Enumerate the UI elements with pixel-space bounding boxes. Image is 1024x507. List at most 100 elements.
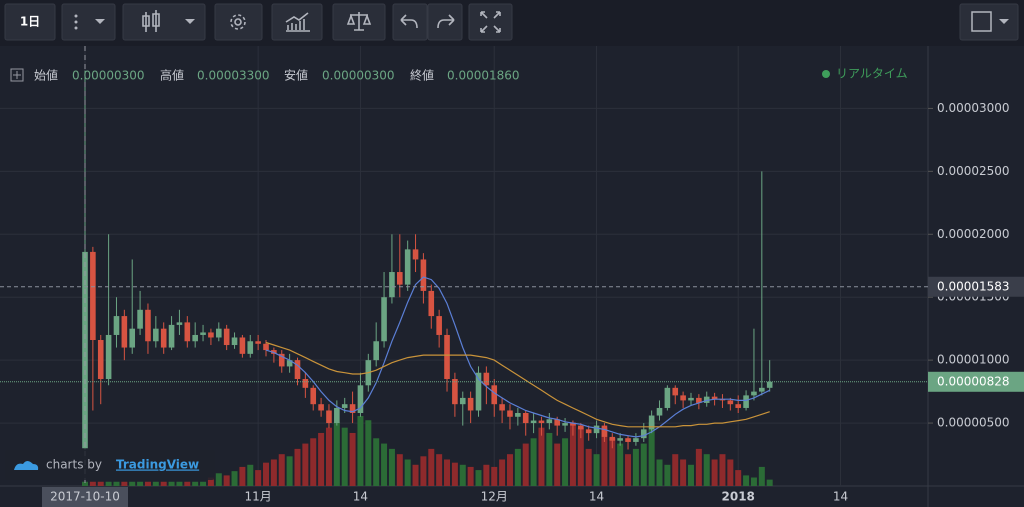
volume-bar [711,459,718,486]
price-label-box [928,371,1024,392]
price-label-box [928,276,1024,297]
volume-bar [223,475,230,486]
volume-bar [609,438,616,486]
candle-body [554,419,560,426]
undo-button[interactable] [392,3,428,41]
volume-bar [278,454,285,486]
volume-bar [743,475,750,486]
volume-bar [451,462,458,486]
volume-bar [569,422,576,486]
candle-body [192,334,198,342]
x-tick-label: 14 [353,490,368,504]
axes: 0.000030000.000025000.000020000.00001500… [42,101,1024,507]
volume-bar [625,454,632,486]
icon [346,12,372,31]
volume-bar [333,422,340,486]
candles [82,70,773,450]
candle-body [184,322,191,342]
branding[interactable]: charts by TradingView [5,450,215,480]
candle-body [680,395,686,401]
candle-body [735,404,742,408]
candle-body [609,436,616,441]
x-tick-label: 14 [589,490,604,504]
legend-label: 始値 [34,68,58,83]
interval-button[interactable] [4,3,56,41]
volume-bar [200,481,207,486]
x-tick-label: 12月 [481,490,508,504]
candle-body [562,423,568,426]
candle-body [263,343,269,351]
volume-bar [467,466,474,486]
candle-body [703,396,710,403]
volume-bar [365,420,372,486]
volume-bar [270,459,277,486]
volume-bar [349,432,356,486]
volume-bar [459,464,466,486]
interval-menu[interactable] [61,3,116,41]
settings-button[interactable] [214,3,263,41]
legend-value: 0.00001860 [447,69,520,83]
volume-bar [727,459,734,486]
volume-bar [766,479,773,486]
candle-body [672,387,679,396]
x-tick-label: 14 [833,490,848,504]
volume-bar [137,481,144,486]
candle-body [294,360,301,380]
candle-body [483,372,490,386]
candle-body [255,341,261,344]
y-tick-label: 0.00001000 [937,353,1010,367]
candle-body [444,334,450,380]
redo-button[interactable] [427,3,463,41]
icon [480,11,501,33]
candle-body [121,316,128,348]
volume-bar [735,470,742,486]
legend-label: 終値 [410,68,434,83]
chart-type-button[interactable] [122,3,206,41]
layout-button[interactable] [959,3,1019,41]
candle-body [341,404,348,408]
branding-link[interactable]: TradingView [116,458,199,472]
candle-body [459,397,466,405]
candle-body [570,423,576,426]
volume-bar [483,464,490,486]
candle-body [428,290,435,317]
candle-body [271,350,277,354]
fullscreen-button[interactable] [468,3,513,41]
volume-bar [554,443,561,486]
branding-box[interactable] [5,450,215,480]
x-tick-label: 11月 [244,490,271,504]
candle-body [491,385,498,405]
volume-bar [192,481,199,486]
candle-body [168,324,175,348]
volume-bar [546,432,553,486]
icon [971,11,992,32]
candle-body [326,410,332,424]
candle-body [499,404,505,411]
candle-body [247,341,254,354]
candle-body [318,404,324,411]
volume-bar [144,481,151,486]
icon [142,10,160,32]
candle-body [160,328,167,348]
candle-body [404,249,411,285]
volume-bar [129,481,136,486]
volume-bar [318,432,325,486]
volume-bar [680,459,687,486]
volume-bar [577,427,584,486]
candle-body [97,340,104,380]
indicators-button[interactable] [271,3,323,41]
status-dot [822,70,830,78]
moving-average [265,341,770,428]
volume-bar [640,443,647,486]
candle-body [412,249,419,260]
candle-body [546,419,553,424]
volume [82,416,773,486]
status-text: リアルタイム [836,67,908,81]
branding-prefix: charts by [46,458,102,472]
candle-body [176,322,183,325]
volume-bar [687,464,694,486]
legend-toggle[interactable] [10,68,24,82]
volume-bar [530,438,537,486]
volume-bar [412,464,419,486]
volume-bar [758,466,765,486]
